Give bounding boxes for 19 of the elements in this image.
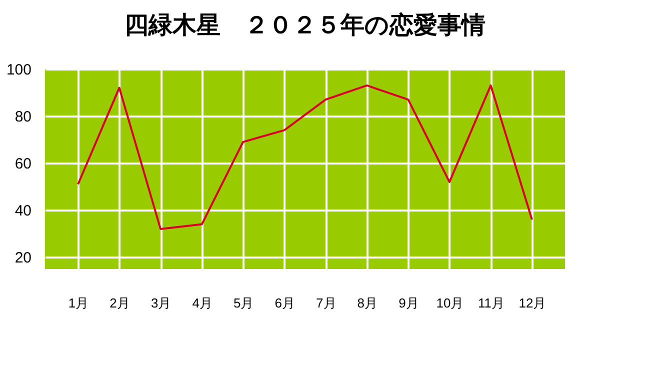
- x-tick-label: 4月: [192, 296, 212, 310]
- x-tick-label: 12月: [518, 296, 546, 310]
- x-tick-label: 9月: [398, 296, 419, 310]
- x-tick-label: 8月: [357, 296, 378, 310]
- y-tick-label: 60: [14, 156, 32, 173]
- x-tick-label: 2月: [110, 296, 130, 310]
- x-tick-label: 3月: [150, 296, 172, 310]
- x-tick-label: 11月: [478, 296, 504, 310]
- y-tick-label: 80: [14, 108, 32, 126]
- x-tick-label: 5月: [233, 296, 254, 310]
- line-series: [77, 84, 533, 230]
- y-tick-label: 100: [6, 62, 32, 78]
- x-tick-label: 6月: [274, 296, 295, 310]
- y-tick-label: 20: [14, 250, 32, 267]
- chart-title: 四緑木星 ２０２５年の恋愛事情: [124, 11, 486, 39]
- x-tick-label: 7月: [316, 296, 336, 310]
- x-tick-label: 10月: [436, 296, 464, 310]
- x-tick-label: 1月: [68, 296, 89, 310]
- y-tick-label: 40: [14, 202, 32, 220]
